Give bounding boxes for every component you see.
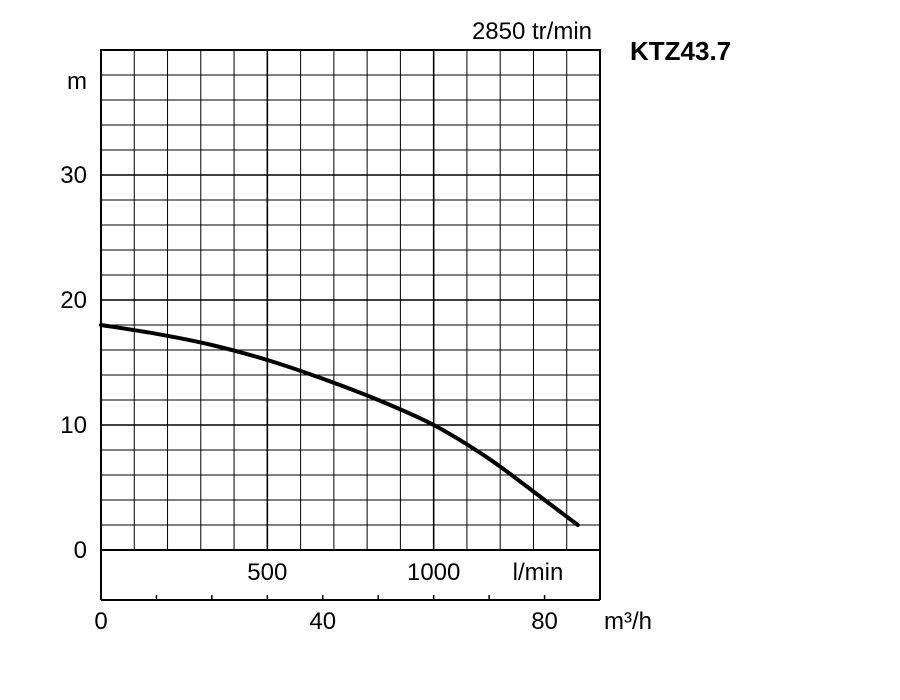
tick-labels: 0 10 20 30 500 1000 0 40 80 [60,162,558,635]
x-axis-label-m3h: m³/h [604,608,652,635]
y-axis-label: m [67,68,87,95]
chart-subtitle: 2850 tr/min [472,18,592,45]
plot-frame [100,49,601,551]
y-tick-label: 0 [74,537,87,564]
x-axis-label-lmin: l/min [513,559,564,586]
x-m3h-tick-label: 0 [94,608,107,635]
pump-curve-line [99,323,580,527]
x-lmin-tick-label: 500 [247,559,287,586]
secondary-axis-box [100,550,601,601]
y-tick-label: 10 [60,412,87,439]
x-lmin-tick-label: 1000 [407,559,460,586]
x-m3h-tick-label: 80 [531,608,558,635]
y-tick-label: 20 [60,287,87,314]
grid-lines [101,50,600,550]
chart-title: KTZ43.7 [630,36,731,66]
x-m3h-tick-label: 40 [309,608,336,635]
y-tick-label: 30 [60,162,87,189]
